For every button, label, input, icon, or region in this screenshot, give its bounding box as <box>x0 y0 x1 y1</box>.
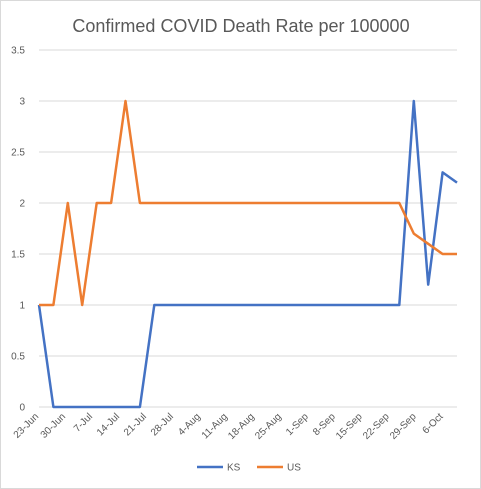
x-tick-label: 23-Jun <box>12 411 41 440</box>
x-tick-label: 18-Aug <box>226 411 257 442</box>
y-tick-label: 1.5 <box>11 250 25 261</box>
x-tick-label: 7-Jul <box>72 411 95 434</box>
legend-label-us: US <box>287 463 301 474</box>
x-tick-label: 14-Jul <box>95 411 122 438</box>
series-lines <box>37 99 458 409</box>
series-line-ks <box>37 99 458 409</box>
y-tick-label: 1 <box>19 301 25 312</box>
legend: KS US <box>197 463 301 474</box>
x-tick-label: 11-Aug <box>200 411 230 441</box>
y-tick-label: 3.5 <box>11 46 25 57</box>
y-tick-label: 3 <box>19 97 25 108</box>
y-tick-label: 0.5 <box>11 352 25 363</box>
x-tick-label: 29-Sep <box>388 411 419 442</box>
x-tick-label: 6-Oct <box>421 411 446 436</box>
x-tick-label: 21-Jul <box>122 411 149 438</box>
gridlines <box>39 49 457 408</box>
x-tick-label: 22-Sep <box>361 411 392 442</box>
y-axis-tick-labels: 0 0.5 1 1.5 2 2.5 3 3.5 <box>11 46 25 414</box>
y-tick-label: 0 <box>19 403 25 414</box>
x-tick-label: 28-Jul <box>149 411 176 438</box>
y-tick-label: 2.5 <box>11 148 25 159</box>
x-tick-label: 15-Sep <box>334 411 365 442</box>
legend-label-ks: KS <box>227 463 241 474</box>
x-tick-label: 1-Sep <box>284 411 311 438</box>
y-tick-label: 2 <box>19 199 25 210</box>
series-line-us <box>39 99 457 307</box>
x-tick-label: 25-Aug <box>253 411 284 442</box>
x-tick-label: 30-Jun <box>39 411 68 440</box>
chart-title: Confirmed COVID Death Rate per 100000 <box>72 16 409 36</box>
